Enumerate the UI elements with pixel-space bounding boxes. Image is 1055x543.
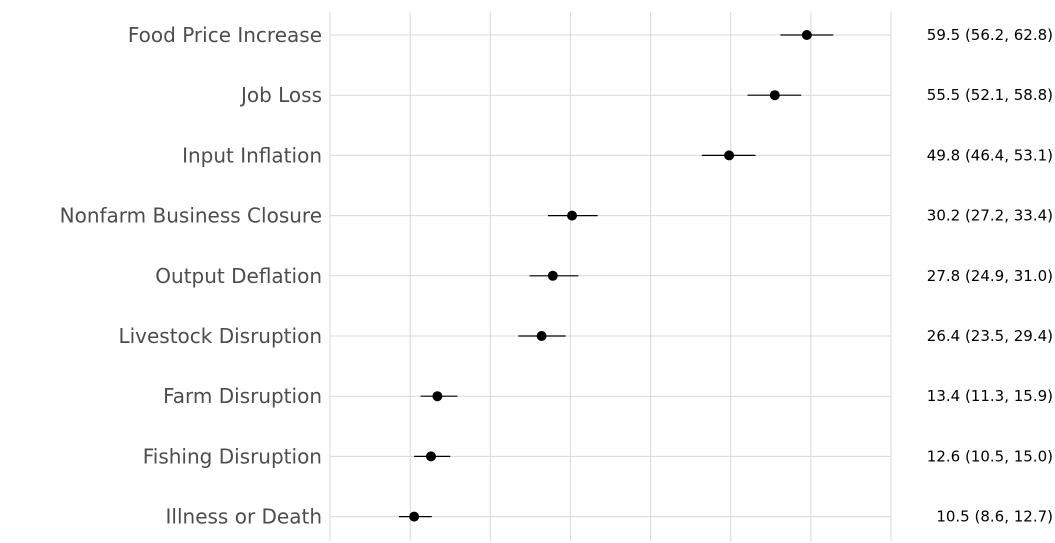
vertical-gridlines — [329, 12, 892, 541]
category-label: Nonfarm Business Closure — [60, 204, 322, 228]
value-label: 59.5 (56.2, 62.8) — [927, 26, 1053, 44]
category-label: Farm Disruption — [163, 384, 322, 408]
value-label: 30.2 (27.2, 33.4) — [927, 207, 1053, 225]
point-estimates — [409, 30, 812, 522]
category-label: Fishing Disruption — [143, 444, 322, 468]
value-label: 49.8 (46.4, 53.1) — [927, 146, 1053, 164]
point-estimate — [801, 30, 812, 40]
horizontal-gridlines — [330, 34, 891, 518]
point-estimate — [547, 270, 558, 281]
value-label: 12.6 (10.5, 15.0) — [927, 447, 1053, 465]
point-estimate — [724, 150, 735, 161]
category-labels: Food Price Increase Job Loss Input Inflati… — [60, 23, 322, 529]
point-estimate — [536, 331, 547, 341]
value-label: 55.5 (52.1, 58.8) — [927, 86, 1053, 104]
category-label: Livestock Disruption — [118, 324, 322, 348]
category-label: Job Loss — [239, 83, 322, 107]
category-label: Food Price Increase — [128, 23, 322, 47]
value-label: 27.8 (24.9, 31.0) — [927, 267, 1053, 285]
point-estimate — [409, 511, 420, 522]
value-labels: 59.5 (56.2, 62.8) 55.5 (52.1, 58.8) 49.8 (… — [927, 26, 1053, 526]
category-label: Illness or Death — [166, 505, 322, 529]
point-estimate — [432, 391, 443, 402]
point-estimate — [425, 451, 436, 462]
value-label: 13.4 (11.3, 15.9) — [927, 387, 1053, 405]
category-label: Input Inflation — [182, 143, 322, 167]
point-estimate — [769, 90, 780, 101]
value-label: 10.5 (8.6, 12.7) — [936, 508, 1053, 526]
point-estimate — [567, 210, 578, 221]
category-label: Output Deflation — [155, 264, 322, 288]
value-label: 26.4 (23.5, 29.4) — [927, 327, 1053, 345]
